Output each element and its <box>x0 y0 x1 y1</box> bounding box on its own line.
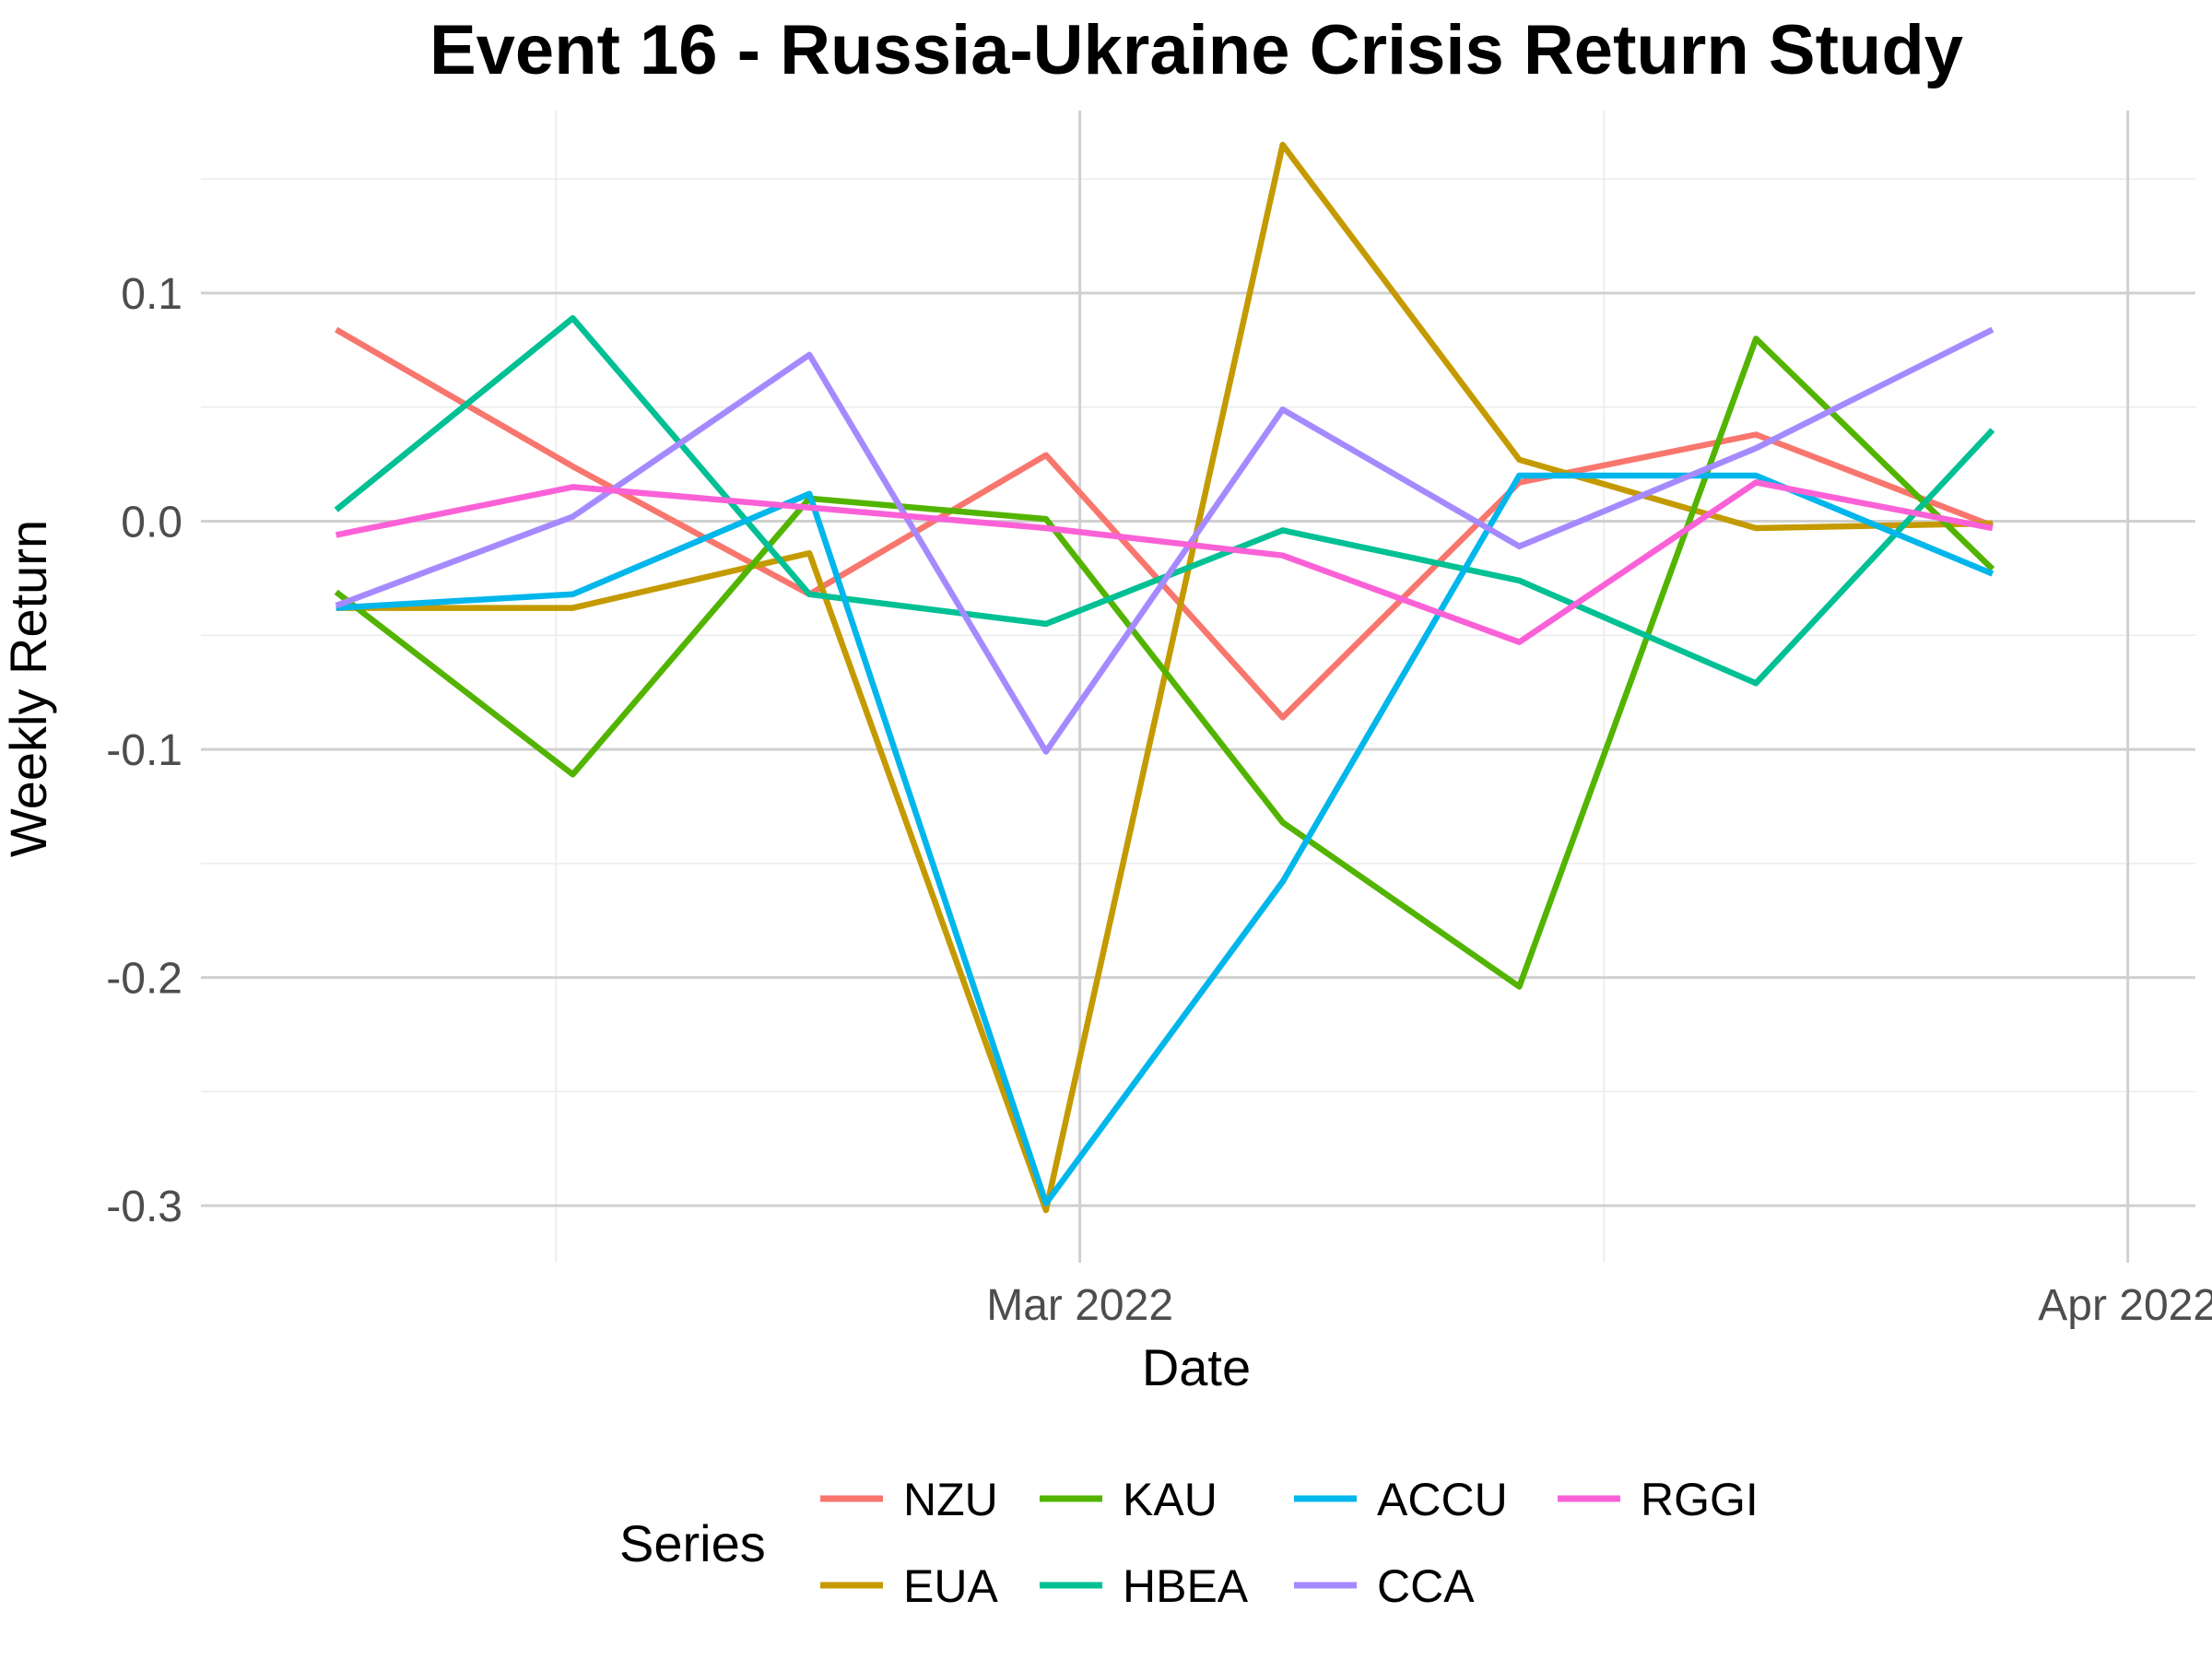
legend-label: HBEA <box>1123 1560 1249 1612</box>
legend: NZU EUA KAU HBEA ACCU CCA RGGI <box>820 1474 1759 1612</box>
y-tick-label: 0.0 <box>121 499 182 547</box>
legend-label: KAU <box>1123 1474 1218 1525</box>
series-lines <box>334 141 1995 1214</box>
y-tick-label: 0.1 <box>121 270 182 319</box>
x-tick-label: Apr 2022 <box>2038 1281 2212 1330</box>
legend-label: EUA <box>903 1560 998 1612</box>
legend-title: Series <box>619 1514 766 1572</box>
legend-item-eua: EUA <box>820 1560 998 1612</box>
legend-item-cca: CCA <box>1294 1560 1475 1612</box>
y-tick-label: -0.2 <box>106 955 182 1004</box>
x-axis-tick-labels: Mar 2022 Apr 2022 <box>986 1281 2212 1330</box>
legend-item-hbea: HBEA <box>1040 1560 1249 1612</box>
y-tick-label: -0.3 <box>106 1182 182 1231</box>
series-line-accu <box>335 472 1994 1206</box>
major-gridlines <box>201 111 2195 1263</box>
series-line-kau <box>334 335 1995 990</box>
legend-label: ACCU <box>1377 1474 1508 1525</box>
series-line-eua <box>335 141 1993 1214</box>
legend-label: CCA <box>1377 1560 1475 1612</box>
y-axis-tick-labels: 0.1 0.0 -0.1 -0.2 -0.3 <box>106 270 182 1231</box>
legend-label: RGGI <box>1641 1474 1759 1525</box>
x-axis-title: Date <box>1142 1338 1251 1396</box>
series-line-rggi <box>335 479 1994 645</box>
y-axis-title: Weekly Return <box>0 520 57 857</box>
legend-item-nzu: NZU <box>820 1474 998 1525</box>
chart-title: Event 16 - Russia-Ukraine Crisis Return … <box>429 11 1963 89</box>
legend-item-kau: KAU <box>1040 1474 1218 1525</box>
minor-gridlines <box>201 111 2195 1263</box>
legend-label: NZU <box>903 1474 998 1525</box>
legend-item-accu: ACCU <box>1294 1474 1508 1525</box>
x-tick-label: Mar 2022 <box>986 1281 1173 1330</box>
y-tick-label: -0.1 <box>106 726 182 775</box>
legend-item-rggi: RGGI <box>1558 1474 1759 1525</box>
